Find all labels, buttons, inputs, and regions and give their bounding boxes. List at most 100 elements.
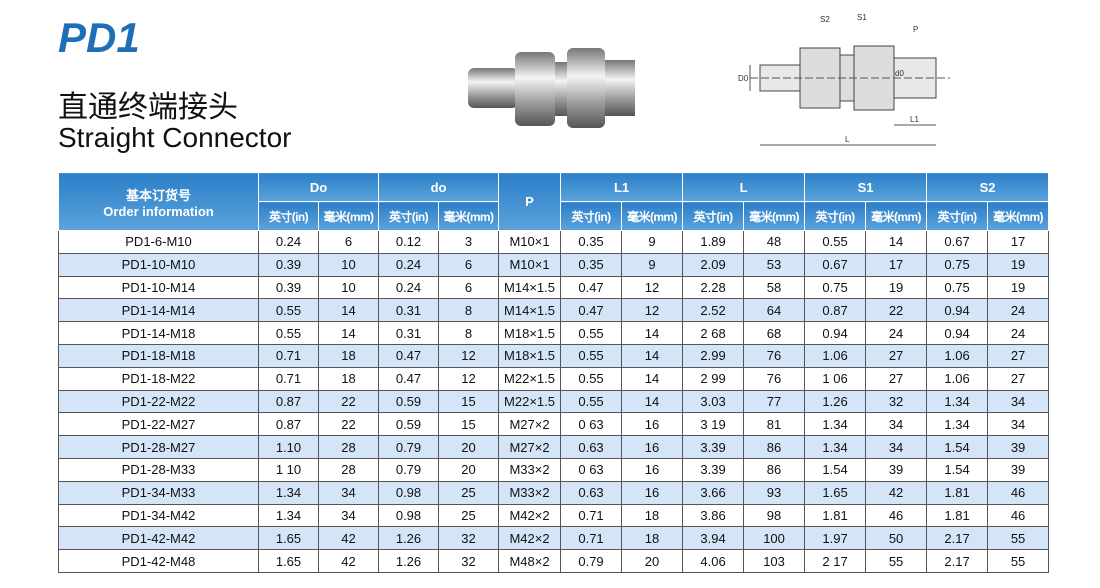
table-cell: 1.54 <box>804 457 867 482</box>
table-row: PD1-34-M33 1.34 34 0.98 25 M33×2 0.63 16 3.66 93 1… <box>58 480 1050 505</box>
table-cell: 2.52 <box>682 298 745 323</box>
table-cell: 0.24 <box>378 275 439 300</box>
table-cell: 34 <box>318 480 379 505</box>
table-cell: 46 <box>987 480 1050 505</box>
table-cell: PD1-18-M18 <box>58 343 259 368</box>
table-cell: 20 <box>437 435 500 459</box>
table-cell: 86 <box>743 457 806 482</box>
unit-header: 毫米(mm) <box>437 201 500 231</box>
table-cell: 0.12 <box>378 230 439 254</box>
table-cell: 34 <box>987 412 1050 437</box>
table-cell: 15 <box>437 412 500 437</box>
table-cell: M33×2 <box>498 457 562 482</box>
table-cell: 16 <box>621 457 684 482</box>
drawing-label: d0 <box>895 69 904 78</box>
table-cell: 0.35 <box>560 230 623 254</box>
unit-header: 毫米(mm) <box>621 201 684 231</box>
table-cell: 3 19 <box>682 412 745 437</box>
table-cell: 50 <box>865 526 928 551</box>
table-cell: 1.65 <box>258 526 319 551</box>
table-cell: 32 <box>437 549 500 573</box>
table-row: PD1-34-M42 1.34 34 0.98 25 M42×2 0.71 18 3.86 98 1… <box>58 503 1050 528</box>
table-cell: 68 <box>743 321 806 345</box>
table-cell: 0.94 <box>804 321 867 345</box>
table-cell: 2.28 <box>682 275 745 300</box>
table-cell: 0.79 <box>378 457 439 482</box>
table-cell: 0.59 <box>378 389 439 414</box>
table-cell: 1.89 <box>682 230 745 254</box>
table-cell: 1.06 <box>804 343 867 368</box>
table-cell: M27×2 <box>498 435 562 459</box>
table-cell: 1.97 <box>804 526 867 551</box>
table-cell: PD1-14-M18 <box>58 321 259 345</box>
table-cell: 1.34 <box>258 480 319 505</box>
unit-header: 英寸(in) <box>560 201 623 231</box>
table-cell: 1.81 <box>804 503 867 528</box>
table-row: PD1-6-M10 0.24 6 0.12 3 M10×1 0.35 9 1.89 48 0.55 1… <box>58 230 1050 254</box>
table-cell: 24 <box>987 298 1050 323</box>
table-cell: 19 <box>987 275 1050 300</box>
unit-header: 英寸(in) <box>682 201 745 231</box>
table-cell: 46 <box>987 503 1050 528</box>
table-cell: 0.98 <box>378 480 439 505</box>
table-cell: M14×1.5 <box>498 275 562 300</box>
table-cell: 34 <box>318 503 379 528</box>
table-cell: 0.55 <box>560 389 623 414</box>
table-cell: 42 <box>865 480 928 505</box>
table-cell: 0.59 <box>378 412 439 437</box>
product-code: PD1 <box>58 14 140 61</box>
table-cell: PD1-18-M22 <box>58 366 259 391</box>
table-cell: PD1-10-M10 <box>58 252 259 277</box>
table-cell: 0 63 <box>560 412 623 437</box>
table-cell: 0 63 <box>560 457 623 482</box>
spec-table: 基本订货号 Order information Do do P L1 L S1 S2 英寸(in)… <box>58 172 1050 573</box>
table-cell: 27 <box>987 366 1050 391</box>
table-cell: 76 <box>743 366 806 391</box>
table-cell: 1.06 <box>926 343 989 368</box>
table-row: PD1-42-M48 1.65 42 1.26 32 M48×2 0.79 20 4.06 103… <box>58 549 1050 573</box>
table-cell: 17 <box>865 252 928 277</box>
table-cell: 0.55 <box>804 230 867 254</box>
table-cell: 0.87 <box>258 389 319 414</box>
table-cell: 2 17 <box>804 549 867 573</box>
table-cell: 1.34 <box>926 389 989 414</box>
table-cell: 55 <box>865 549 928 573</box>
table-cell: M18×1.5 <box>498 321 562 345</box>
table-cell: 48 <box>743 230 806 254</box>
table-row: PD1-18-M18 0.71 18 0.47 12 M18×1.5 0.55 14 2.99 7… <box>58 343 1050 368</box>
table-cell: 3.39 <box>682 435 745 459</box>
table-cell: 8 <box>437 321 500 345</box>
table-cell: 39 <box>987 457 1050 482</box>
table-cell: 1.54 <box>926 435 989 459</box>
table-cell: 0.35 <box>560 252 623 277</box>
table-cell: 0.63 <box>560 435 623 459</box>
header-row: 基本订货号 Order information Do do P L1 L S1 S2 <box>58 172 1050 231</box>
table-cell: 0.55 <box>560 343 623 368</box>
table-cell: 46 <box>865 503 928 528</box>
technical-drawing: S2 S1 P D0 d0 L1 L <box>738 13 950 146</box>
table-cell: 4.06 <box>682 549 745 573</box>
table-cell: 16 <box>621 412 684 437</box>
table-cell: 14 <box>621 366 684 391</box>
table-cell: 1.06 <box>926 366 989 391</box>
table-cell: 6 <box>437 252 500 277</box>
table-cell: 15 <box>437 389 500 414</box>
group-header: L <box>682 172 806 202</box>
table-cell: 0.47 <box>378 343 439 368</box>
table-cell: 3.39 <box>682 457 745 482</box>
table-cell: 20 <box>437 457 500 482</box>
table-cell: 93 <box>743 480 806 505</box>
table-cell: M14×1.5 <box>498 298 562 323</box>
table-cell: 2.99 <box>682 343 745 368</box>
table-cell: 0.94 <box>926 321 989 345</box>
table-cell: 22 <box>318 412 379 437</box>
unit-header: 毫米(mm) <box>987 201 1050 231</box>
table-cell: 12 <box>437 343 500 368</box>
table-cell: 0.63 <box>560 480 623 505</box>
table-cell: PD1-22-M27 <box>58 412 259 437</box>
table-cell: PD1-10-M14 <box>58 275 259 300</box>
table-cell: 24 <box>987 321 1050 345</box>
table-cell: 14 <box>318 298 379 323</box>
table-cell: 0.75 <box>804 275 867 300</box>
group-header: L1 <box>560 172 684 202</box>
